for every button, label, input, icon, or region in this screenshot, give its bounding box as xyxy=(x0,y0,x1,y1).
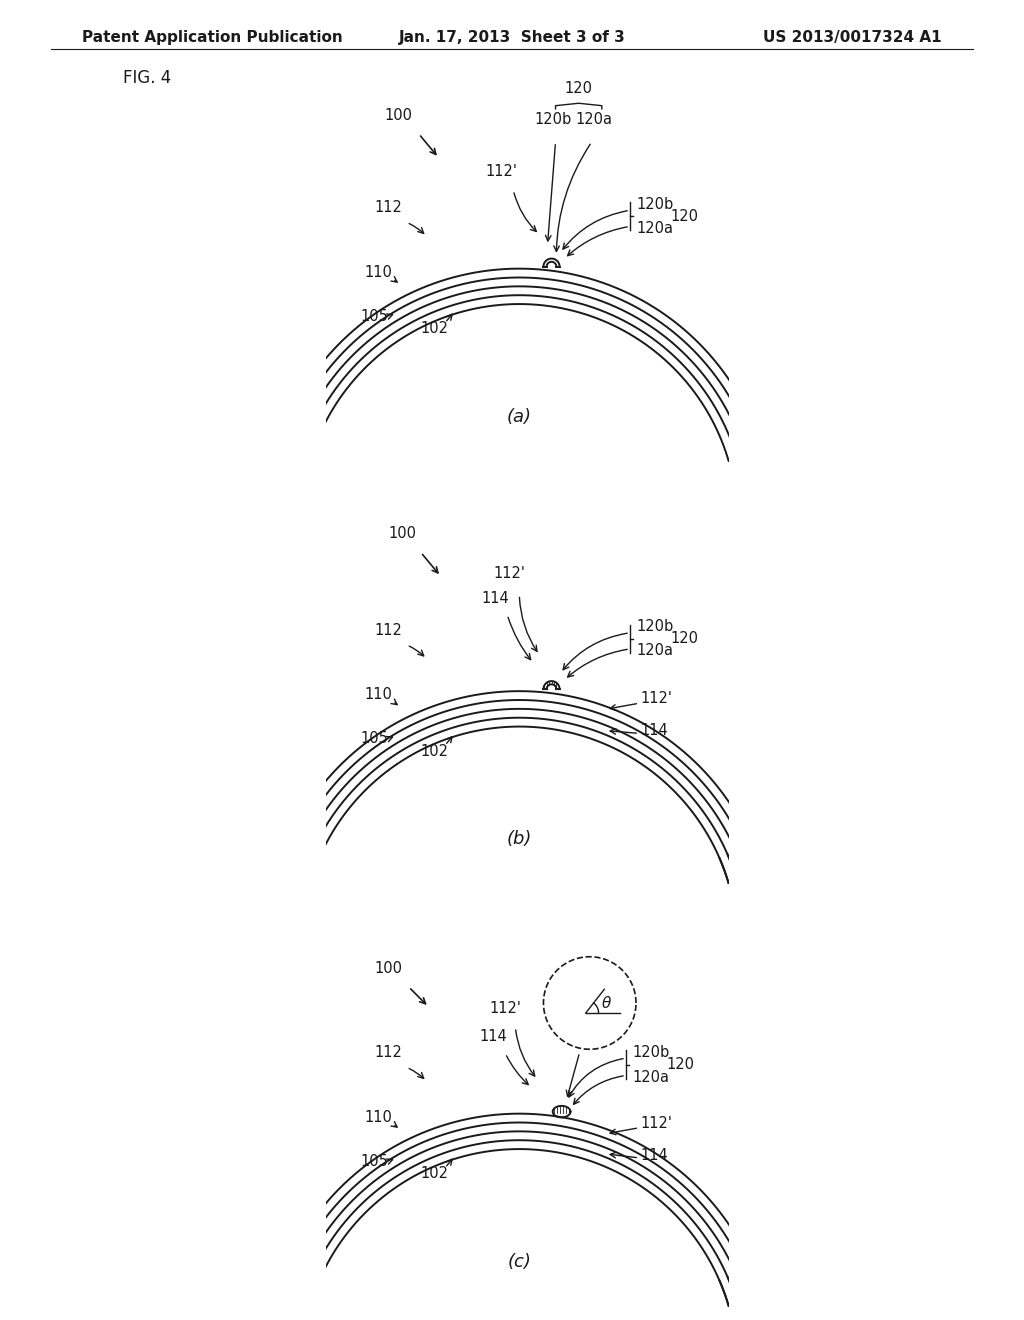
Text: 120a: 120a xyxy=(575,112,612,127)
Text: 120: 120 xyxy=(670,209,698,224)
Text: 100: 100 xyxy=(389,527,417,541)
Text: (b): (b) xyxy=(507,830,532,847)
Text: 102: 102 xyxy=(421,1166,449,1181)
Text: Jan. 17, 2013  Sheet 3 of 3: Jan. 17, 2013 Sheet 3 of 3 xyxy=(398,30,626,45)
Text: 114: 114 xyxy=(640,1148,668,1163)
Text: 112': 112' xyxy=(489,1001,521,1016)
Text: 100: 100 xyxy=(375,961,402,975)
Text: 110: 110 xyxy=(365,688,392,702)
Text: 120: 120 xyxy=(670,631,698,647)
Text: 114: 114 xyxy=(481,590,509,606)
Text: (a): (a) xyxy=(507,408,531,425)
Text: 114: 114 xyxy=(479,1030,507,1044)
Text: US 2013/0017324 A1: US 2013/0017324 A1 xyxy=(764,30,942,45)
Text: 112: 112 xyxy=(375,201,402,215)
Text: 112: 112 xyxy=(375,1045,402,1060)
Text: 112: 112 xyxy=(375,623,402,638)
Text: (c): (c) xyxy=(507,1253,531,1271)
Text: Patent Application Publication: Patent Application Publication xyxy=(82,30,343,45)
Text: 120: 120 xyxy=(667,1057,694,1072)
Text: 112': 112' xyxy=(640,692,672,706)
Text: 110: 110 xyxy=(365,1110,392,1125)
Text: 120b: 120b xyxy=(632,1044,670,1060)
Text: 110: 110 xyxy=(365,265,392,280)
Text: 120: 120 xyxy=(564,81,593,95)
Text: 100: 100 xyxy=(385,108,413,123)
Text: 105: 105 xyxy=(360,731,388,746)
Text: 112': 112' xyxy=(640,1115,672,1131)
Text: 114: 114 xyxy=(640,723,668,738)
Text: 112': 112' xyxy=(494,566,525,582)
Text: 105: 105 xyxy=(360,309,388,323)
Text: 120a: 120a xyxy=(632,1071,669,1085)
Text: 112': 112' xyxy=(485,164,517,180)
Text: 102: 102 xyxy=(421,321,449,337)
Text: 120b: 120b xyxy=(535,112,572,127)
Text: FIG. 4: FIG. 4 xyxy=(123,69,171,87)
Text: 120b: 120b xyxy=(636,619,673,635)
Text: 120a: 120a xyxy=(636,220,673,236)
Text: 120a: 120a xyxy=(636,643,673,659)
Text: 120b: 120b xyxy=(636,197,673,211)
Text: 102: 102 xyxy=(421,743,449,759)
Text: 105: 105 xyxy=(360,1154,388,1170)
Text: $\theta$: $\theta$ xyxy=(601,995,612,1011)
